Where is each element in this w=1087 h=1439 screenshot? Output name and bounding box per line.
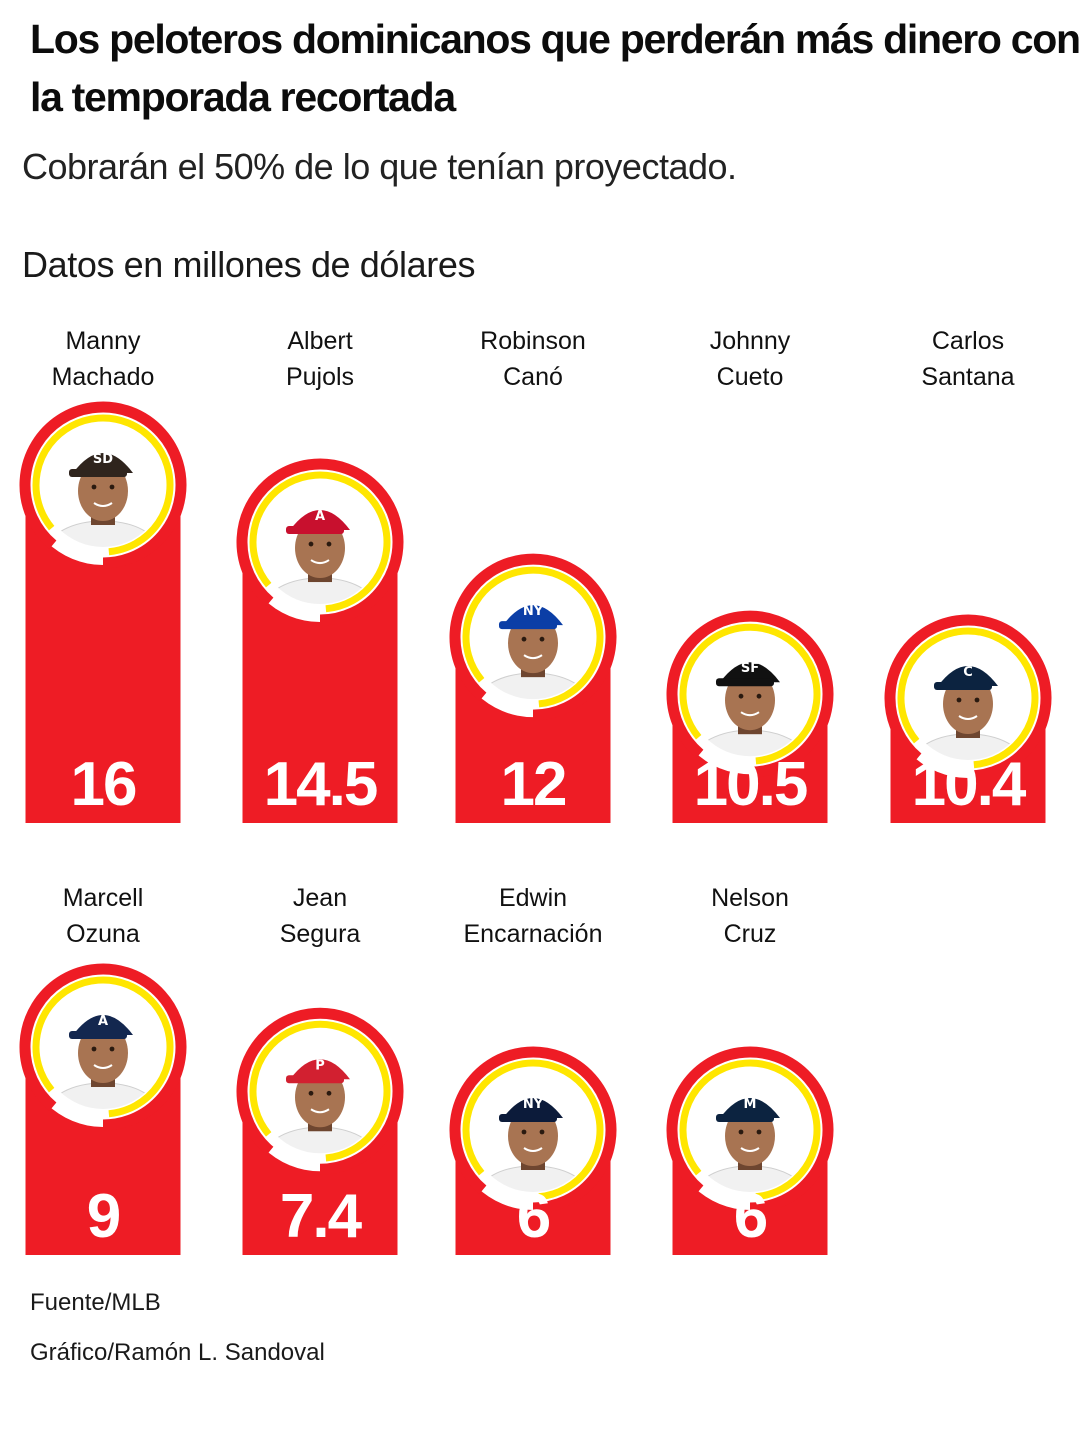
outer-ring-arc — [666, 1046, 834, 1214]
first-name: Johnny — [709, 327, 791, 355]
inner-ring-arc — [897, 627, 1039, 769]
last-name: Encarnación — [463, 920, 603, 948]
svg-text:A: A — [315, 509, 325, 524]
inner-ring-arc — [32, 414, 174, 556]
inner-ring-arc — [249, 471, 391, 613]
outer-ring-arc — [236, 458, 404, 626]
value-label-albert-pujols: 14.5 — [264, 750, 377, 819]
outer-ring-arc — [449, 1046, 617, 1214]
svg-text:C: C — [963, 665, 973, 680]
value-label-edwin-encarnacion: 6 — [517, 1182, 550, 1251]
first-name: Jean — [292, 884, 348, 912]
first-name: Robinson — [480, 327, 586, 355]
value-label-marcell-ozuna: 9 — [87, 1182, 120, 1251]
player-portrait-jean-segura: P — [258, 1029, 382, 1154]
player-portrait-marcell-ozuna: A — [41, 985, 165, 1109]
inner-ring-arc — [679, 1059, 821, 1201]
value-label-nelson-cruz: 6 — [734, 1182, 767, 1251]
value-label-robinson-cano: 12 — [501, 750, 566, 819]
player-group-albert-pujols: A 14.5 — [236, 458, 404, 823]
svg-text:NY: NY — [523, 604, 544, 619]
player-group-robinson-cano: NY 12 — [449, 553, 617, 823]
last-name: Cueto — [716, 363, 784, 391]
outer-ring-arc — [666, 610, 834, 778]
player-portrait-johnny-cueto: SF — [688, 632, 812, 757]
outer-ring-arc — [449, 553, 617, 721]
last-name: Pujols — [285, 363, 355, 391]
player-name-edwin-encarnacion: Edwin Encarnación — [413, 880, 653, 952]
player-group-edwin-encarnacion: NY 6 — [449, 1046, 617, 1255]
player-group-nelson-cruz: M6 — [666, 1046, 834, 1255]
svg-text:SD: SD — [93, 452, 113, 467]
outer-ring-arc — [19, 963, 187, 1131]
last-name: Machado — [51, 363, 155, 391]
outer-ring-arc — [884, 614, 1052, 782]
value-label-jean-segura: 7.4 — [280, 1182, 363, 1251]
player-portrait-robinson-cano: NY — [471, 575, 595, 700]
player-group-manny-machado: SD 16 — [19, 401, 187, 823]
first-name: Carlos — [931, 327, 1005, 355]
inner-ring-arc — [462, 1059, 604, 1201]
inner-ring-arc — [679, 623, 821, 765]
svg-text:SF: SF — [741, 661, 759, 676]
player-group-johnny-cueto: SF 10.5 — [666, 610, 834, 823]
last-name: Canó — [503, 363, 563, 391]
player-group-marcell-ozuna: A9 — [19, 963, 187, 1255]
player-name-marcell-ozuna: Marcell Ozuna — [0, 880, 223, 952]
last-name: Cruz — [723, 920, 777, 948]
first-name: Marcell — [62, 884, 144, 912]
outer-ring-arc — [236, 1007, 404, 1175]
graphic-credit: Gráfico/Ramón L. Sandoval — [30, 1339, 325, 1366]
first-name: Nelson — [711, 884, 789, 912]
player-name-manny-machado: Manny Machado — [0, 323, 223, 395]
svg-text:M: M — [744, 1097, 757, 1112]
last-name: Ozuna — [66, 920, 140, 948]
value-label-carlos-santana: 10.4 — [912, 750, 1027, 819]
last-name: Santana — [921, 363, 1015, 391]
units-label: Datos en millones de dólares — [22, 244, 476, 285]
value-label-johnny-cueto: 10.5 — [694, 750, 807, 819]
player-portrait-nelson-cruz: M — [688, 1068, 812, 1192]
player-portrait-manny-machado: SD — [41, 423, 165, 547]
first-name: Manny — [65, 327, 141, 355]
inner-ring-arc — [249, 1020, 391, 1162]
value-label-manny-machado: 16 — [71, 750, 136, 819]
player-portrait-carlos-santana: C — [906, 636, 1030, 760]
player-name-johnny-cueto: Johnny Cueto — [630, 323, 870, 395]
source-note: Fuente/MLB — [30, 1289, 161, 1316]
player-name-carlos-santana: Carlos Santana — [848, 323, 1087, 395]
inner-ring-arc — [462, 566, 604, 708]
player-portrait-albert-pujols: A — [258, 480, 382, 605]
first-name: Albert — [287, 327, 353, 355]
player-name-albert-pujols: Albert Pujols — [200, 323, 440, 395]
svg-text:NY: NY — [523, 1097, 544, 1112]
player-name-nelson-cruz: Nelson Cruz — [630, 880, 870, 952]
player-name-jean-segura: Jean Segura — [200, 880, 440, 952]
svg-text:P: P — [315, 1058, 325, 1073]
player-name-robinson-cano: Robinson Canó — [413, 323, 653, 395]
last-name: Segura — [279, 920, 361, 948]
chart-title: Los peloteros dominicanos que perderán m… — [30, 16, 1081, 120]
inner-ring-arc — [32, 976, 174, 1118]
first-name: Edwin — [498, 884, 568, 912]
player-portrait-edwin-encarnacion: NY — [471, 1068, 595, 1192]
player-group-jean-segura: P 7.4 — [236, 1007, 404, 1255]
chart-subtitle: Cobrarán el 50% de lo que tenían proyect… — [22, 146, 737, 187]
svg-text:A: A — [98, 1014, 108, 1029]
player-group-carlos-santana: C 10.4 — [884, 614, 1052, 823]
outer-ring-arc — [19, 401, 187, 569]
